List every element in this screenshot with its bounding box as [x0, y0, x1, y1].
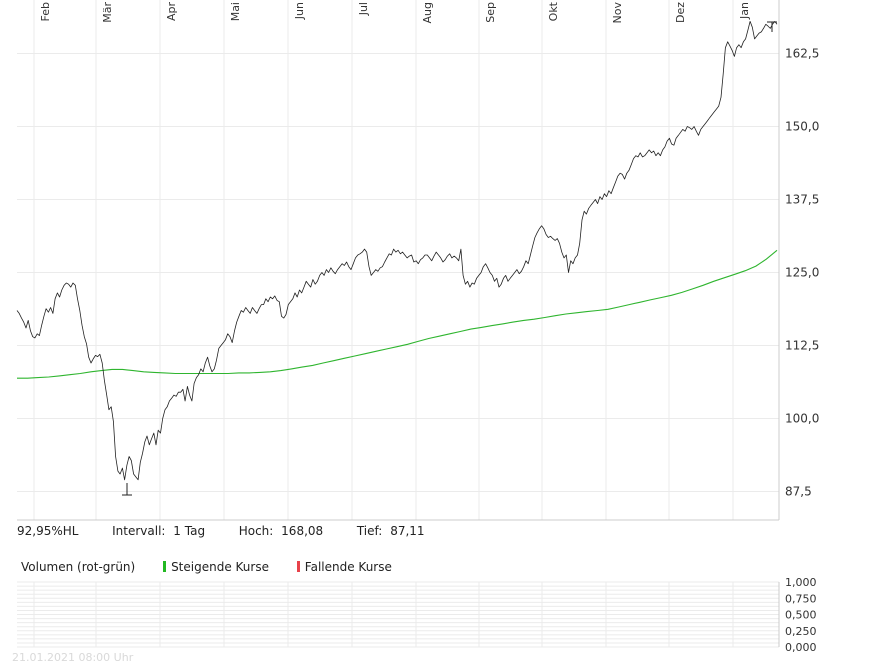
high-label: Hoch:: [238, 524, 274, 538]
interval-label: Intervall:: [112, 524, 166, 538]
volume-y-tick-label: 0,000: [785, 641, 817, 654]
interval-value: 1 Tag: [173, 524, 206, 538]
x-tick-label: Apr: [165, 2, 178, 22]
rising-legend-label: Steigende Kurse: [171, 560, 269, 574]
y-tick-label: 87,5: [785, 485, 812, 499]
volume-y-tick-label: 1,000: [785, 576, 817, 589]
volume-y-tick-label: 0,250: [785, 625, 817, 638]
low-label: Tief:: [356, 524, 383, 538]
y-tick-label: 100,0: [785, 412, 819, 426]
x-tick-label: Jan: [738, 2, 751, 20]
moving-average-line: [17, 249, 778, 379]
volume-chart: 1,000 0,750 0,500 0,250 0,000: [17, 576, 817, 654]
low-value: 87,11: [390, 524, 425, 538]
x-tick-label: Sep: [484, 2, 497, 23]
falling-legend-label: Fallende Kurse: [304, 560, 392, 574]
chart-info-row: 92,95%HL Intervall: 1 Tag Hoch: 168,08 T…: [17, 524, 429, 538]
volume-title: Volumen (rot-grün): [21, 560, 136, 574]
y-tick-label: 125,0: [785, 266, 819, 280]
x-tick-label: Mär: [101, 2, 114, 23]
price-chart: 87,5 100,0 112,5 125,0 137,5 150,0 162,5 Feb Mär…: [16, 0, 819, 521]
high-value: 168,08: [281, 524, 324, 538]
y-tick-label: 137,5: [785, 193, 819, 207]
y-tick-label: 150,0: [785, 120, 819, 134]
x-tick-label: Aug: [421, 2, 434, 23]
volume-legend: Volumen (rot-grün) Steigende Kurse Falle…: [21, 560, 392, 574]
y-tick-label: 112,5: [785, 339, 819, 353]
x-tick-label: Mai: [229, 2, 242, 21]
x-tick-label: Nov: [611, 2, 624, 24]
volume-y-tick-label: 0,750: [785, 592, 817, 605]
price-line: [16, 20, 778, 481]
x-tick-label: Jul: [357, 2, 370, 16]
x-tick-label: Okt: [547, 1, 560, 21]
hl-range-label: 92,95%HL: [17, 524, 79, 538]
x-tick-label: Jun: [293, 2, 306, 20]
y-tick-label: 162,5: [785, 47, 819, 61]
x-tick-label: Feb: [39, 2, 52, 21]
falling-legend-swatch: [296, 561, 300, 572]
footer-timestamp: 21.01.2021 08:00 Uhr: [12, 651, 134, 664]
x-tick-label: Dez: [674, 2, 687, 23]
rising-legend-swatch: [163, 561, 167, 572]
volume-y-tick-label: 0,500: [785, 609, 817, 622]
